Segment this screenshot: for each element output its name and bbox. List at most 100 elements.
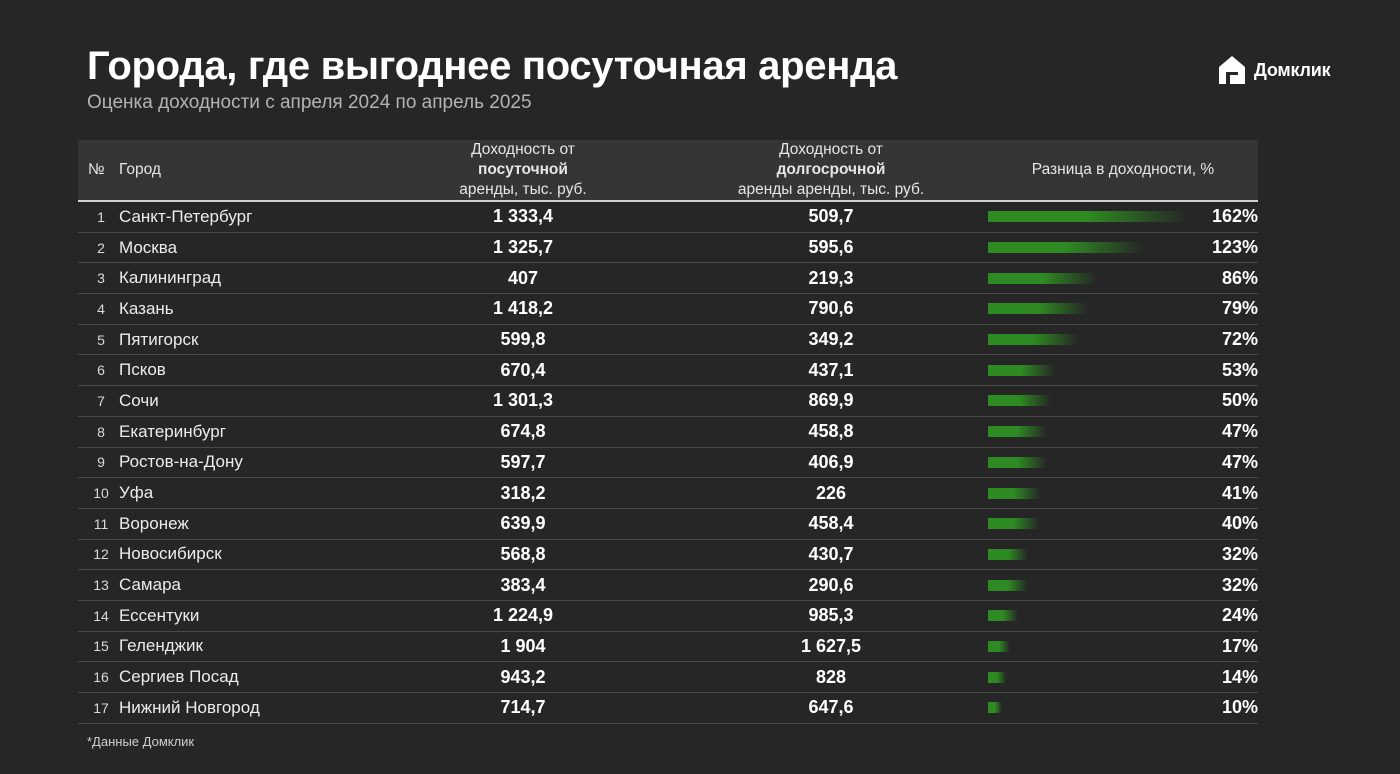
- difference-bar: [988, 334, 1080, 346]
- page-subtitle: Оценка доходности с апреля 2024 по апрел…: [87, 92, 532, 113]
- row-difference-bar-track: [988, 233, 1188, 263]
- row-daily-yield: 674,8: [500, 421, 546, 442]
- row-difference-bar-track: [988, 601, 1188, 631]
- row-city: Ессентуки: [119, 605, 200, 625]
- row-number: 15: [93, 638, 109, 655]
- row-city: Ростов-на-Дону: [119, 452, 243, 472]
- row-daily-yield: 383,4: [500, 574, 546, 595]
- row-number: 10: [93, 485, 109, 502]
- row-long-yield: 437,1: [808, 359, 854, 380]
- difference-bar: [988, 242, 1144, 254]
- row-long-yield: 595,6: [808, 237, 854, 258]
- row-daily-yield: 1 418,2: [492, 298, 554, 319]
- difference-bar: [988, 211, 1188, 223]
- difference-bar: [988, 303, 1088, 315]
- difference-bar: [988, 640, 1010, 652]
- row-difference-percent: 14%: [1221, 666, 1258, 687]
- difference-bar: [988, 548, 1029, 560]
- row-difference-bar-track: [988, 693, 1188, 723]
- row-long-yield: 647,6: [808, 697, 854, 718]
- row-city: Геленджик: [119, 636, 203, 656]
- row-difference-bar-track: [988, 632, 1188, 662]
- row-long-yield: 869,9: [808, 390, 854, 411]
- row-difference-percent: 41%: [1221, 482, 1258, 503]
- row-difference-percent: 72%: [1221, 329, 1258, 350]
- row-difference-percent: 32%: [1221, 543, 1258, 564]
- row-long-yield: 985,3: [808, 605, 854, 626]
- difference-bar: [988, 487, 1040, 499]
- row-number: 16: [93, 669, 109, 686]
- column-header-daily-bold: посуточной: [478, 161, 568, 178]
- table-row: 12 Новосибирск 568,8 430,7 32%: [78, 540, 1258, 571]
- difference-bar: [988, 579, 1029, 591]
- row-difference-percent: 40%: [1221, 513, 1258, 534]
- table-row: 15 Геленджик 1 904 1 627,5 17%: [78, 632, 1258, 663]
- table-row: 11 Воронеж 639,9 458,4 40%: [78, 509, 1258, 540]
- difference-bar: [988, 671, 1006, 683]
- row-difference-bar-track: [988, 386, 1188, 416]
- difference-bar: [988, 426, 1048, 438]
- footnote: *Данные Домклик: [87, 734, 195, 749]
- table-row: 17 Нижний Новгород 714,7 647,6 10%: [78, 693, 1258, 724]
- row-difference-bar-track: [988, 263, 1188, 293]
- row-long-yield: 1 627,5: [800, 635, 862, 656]
- row-difference-percent: 24%: [1221, 605, 1258, 626]
- rental-yield-table: № Город Доходность от посуточной аренды,…: [78, 140, 1258, 724]
- row-long-yield: 406,9: [808, 451, 854, 472]
- row-city: Самара: [119, 575, 181, 595]
- row-daily-yield: 639,9: [500, 513, 546, 534]
- row-long-yield: 828: [815, 666, 847, 687]
- row-number: 3: [97, 270, 105, 287]
- column-header-long-bold: долгосрочной: [776, 161, 886, 178]
- column-header-number: №: [88, 161, 105, 178]
- row-city: Уфа: [119, 483, 154, 503]
- row-number: 5: [97, 331, 105, 348]
- row-difference-bar-track: [988, 448, 1188, 478]
- row-difference-bar-track: [988, 540, 1188, 570]
- row-number: 1: [97, 208, 105, 225]
- row-number: 11: [93, 515, 109, 532]
- row-difference-bar-track: [988, 325, 1188, 355]
- brand-logo: Домклик: [1215, 53, 1331, 87]
- brand-name: Домклик: [1254, 59, 1331, 80]
- row-daily-yield: 1 333,4: [492, 206, 554, 227]
- table-row: 4 Казань 1 418,2 790,6 79%: [78, 294, 1258, 325]
- difference-bar: [988, 272, 1097, 284]
- row-city: Сочи: [119, 390, 159, 410]
- row-daily-yield: 1 325,7: [492, 237, 554, 258]
- row-difference-bar-track: [988, 662, 1188, 692]
- row-difference-percent: 47%: [1221, 451, 1258, 472]
- row-number: 8: [97, 423, 105, 440]
- column-header-daily-yield: Доходность от посуточной аренды, тыс. ру…: [358, 140, 688, 200]
- row-long-yield: 790,6: [808, 298, 854, 319]
- difference-bar: [988, 395, 1052, 407]
- row-long-yield: 290,6: [808, 574, 854, 595]
- row-difference-bar-track: [988, 294, 1188, 324]
- column-header-city: Город: [119, 161, 161, 178]
- row-long-yield: 430,7: [808, 543, 854, 564]
- row-difference-percent: 86%: [1221, 267, 1258, 288]
- table-row: 9 Ростов-на-Дону 597,7 406,9 47%: [78, 448, 1258, 479]
- table-row: 1 Санкт-Петербург 1 333,4 509,7 162%: [78, 202, 1258, 233]
- row-difference-bar-track: [988, 478, 1188, 508]
- row-city: Москва: [119, 237, 178, 257]
- row-difference-percent: 47%: [1221, 421, 1258, 442]
- table-body: 1 Санкт-Петербург 1 333,4 509,7 162% 2 Москва 1…: [78, 202, 1258, 724]
- row-number: 6: [97, 362, 105, 379]
- column-header-long-prefix: Доходность от: [779, 141, 883, 158]
- column-header-long-yield: Доходность от долгосрочной аренды аренды…: [666, 140, 996, 200]
- difference-bar: [988, 364, 1056, 376]
- row-daily-yield: 1 904: [500, 635, 546, 656]
- row-long-yield: 509,7: [808, 206, 854, 227]
- difference-bar: [988, 456, 1048, 468]
- row-city: Воронеж: [119, 513, 189, 533]
- page-title: Города, где выгоднее посуточная аренда: [87, 44, 898, 88]
- row-city: Сергиев Посад: [119, 667, 239, 687]
- row-difference-percent: 17%: [1221, 635, 1258, 656]
- row-difference-bar-track: [988, 417, 1188, 447]
- row-city: Псков: [119, 360, 166, 380]
- table-row: 10 Уфа 318,2 226 41%: [78, 478, 1258, 509]
- row-daily-yield: 943,2: [500, 666, 546, 687]
- row-daily-yield: 318,2: [500, 482, 546, 503]
- row-daily-yield: 407: [507, 267, 539, 288]
